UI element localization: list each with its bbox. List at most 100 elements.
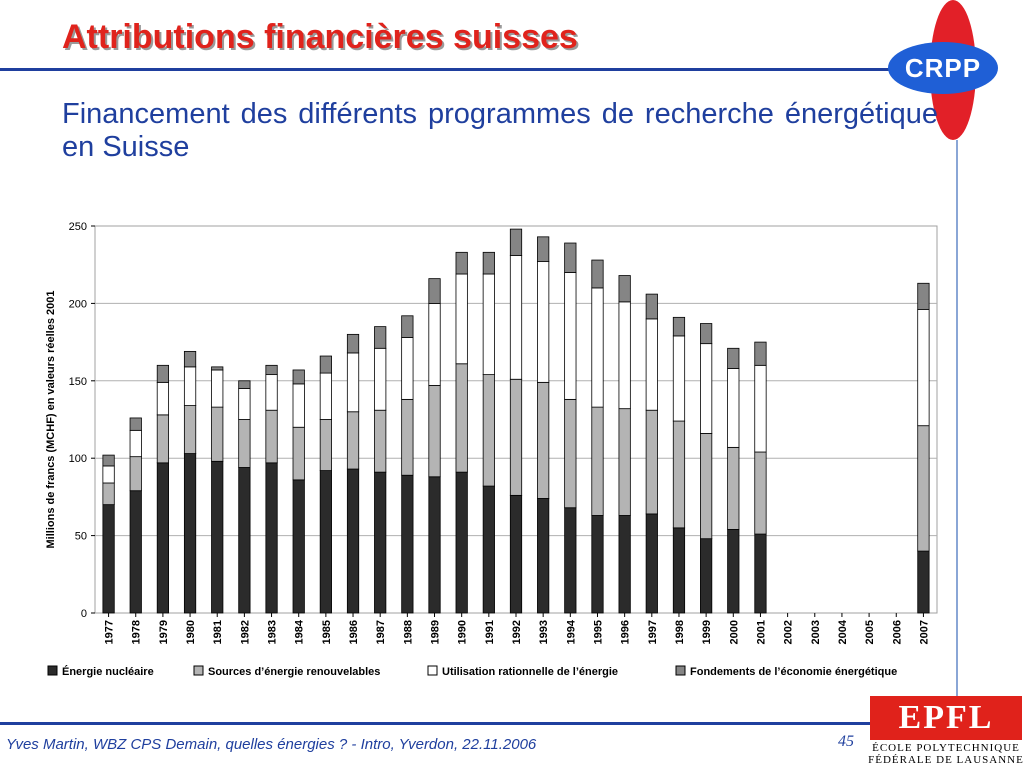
x-tick-label: 2005 — [864, 620, 876, 644]
bar-segment — [537, 381, 550, 499]
bar-segment — [672, 420, 686, 529]
bar-segment — [482, 374, 495, 487]
legend-label: Sources d’énergie renouvelables — [208, 666, 380, 678]
x-tick-label: 1982 — [239, 620, 251, 644]
bar-segment — [183, 366, 197, 406]
bar-segment — [428, 385, 441, 478]
y-tick-label: 150 — [69, 376, 87, 388]
x-tick-label: 1989 — [430, 620, 442, 644]
bar-segment — [401, 474, 414, 614]
bar-segment — [700, 433, 713, 540]
slide-title: Attributions financières suisses — [62, 18, 578, 56]
legend-swatch — [47, 665, 58, 676]
x-tick-label: 1986 — [348, 620, 360, 644]
bar-segment — [645, 293, 658, 320]
bar-segment — [211, 460, 224, 614]
bar-segment — [591, 287, 604, 408]
bar-segment — [346, 333, 360, 354]
x-tick-label: 1977 — [104, 620, 116, 644]
legend-swatch — [193, 665, 204, 676]
legend-label: Énergie nucléaire — [62, 665, 154, 678]
bar-segment — [183, 453, 197, 614]
bar-segment — [700, 538, 713, 614]
bar-segment — [591, 515, 604, 614]
legend-swatch — [675, 665, 686, 676]
bar-segment — [374, 326, 387, 349]
y-tick-label: 200 — [69, 298, 87, 310]
bar-segment — [564, 242, 577, 273]
bar-segment — [618, 515, 631, 614]
x-tick-label: 2003 — [810, 620, 822, 644]
bar-segment — [374, 347, 387, 411]
bar-segment — [645, 513, 658, 614]
bar-segment — [591, 259, 604, 289]
bar-segment — [727, 529, 740, 614]
x-tick-label: 1999 — [701, 620, 713, 644]
bar-segment — [618, 408, 631, 516]
bar-segment — [156, 364, 170, 383]
x-tick-label: 1997 — [647, 620, 659, 644]
epfl-logo-line2: FÉDÉRALE DE LAUSANNE — [868, 754, 1024, 766]
bar-segment — [401, 315, 414, 338]
y-tick-label: 250 — [69, 221, 87, 233]
bar-segment — [319, 355, 332, 374]
x-tick-label: 2007 — [918, 620, 930, 644]
x-tick-label: 1981 — [212, 620, 224, 644]
bar-segment — [401, 398, 414, 476]
bar-segment — [183, 405, 197, 454]
bar-segment — [482, 485, 495, 614]
x-tick-label: 1992 — [511, 620, 523, 644]
crpp-logo: CRPP — [888, 42, 998, 94]
bar-segment — [265, 462, 278, 614]
bar-segment — [455, 251, 468, 275]
epfl-logo: EPFL ÉCOLE POLYTECHNIQUE FÉDÉRALE DE LAU… — [868, 696, 1024, 768]
bar-segment — [238, 388, 251, 420]
x-tick-label: 1988 — [402, 620, 414, 644]
bar-segment — [700, 323, 713, 345]
bar-segment — [238, 467, 251, 614]
bar-segment — [754, 364, 767, 453]
bar-segment — [754, 341, 767, 366]
bar-segment — [482, 273, 495, 376]
bar-segment — [292, 383, 305, 428]
legend-swatch — [427, 665, 438, 676]
bar-segment — [401, 337, 414, 400]
bar-segment — [102, 465, 115, 484]
x-tick-label: 1995 — [592, 620, 604, 644]
x-tick-label: 2000 — [728, 620, 740, 644]
bar-segment — [319, 419, 332, 471]
bar-segment — [129, 417, 142, 431]
bar-segment — [292, 426, 305, 481]
bar-segment — [238, 419, 251, 468]
bar-segment — [319, 470, 332, 614]
bar-segment — [618, 275, 631, 303]
bar-segment — [374, 409, 387, 473]
bar-segment — [537, 498, 550, 614]
x-tick-label: 2002 — [783, 620, 795, 644]
bar-segment — [129, 490, 142, 614]
bar-segment — [156, 381, 170, 416]
footer-rule — [0, 722, 872, 725]
x-tick-label: 1998 — [674, 620, 686, 644]
bar-segment — [156, 462, 170, 614]
bar-segment — [319, 372, 332, 420]
bar-segment — [727, 368, 740, 448]
bar-segment — [700, 343, 713, 434]
bar-segment — [211, 369, 224, 408]
bar-segment — [564, 398, 577, 509]
bar-segment — [672, 335, 686, 422]
crpp-logo-line — [956, 140, 958, 700]
x-tick-label: 1993 — [538, 620, 550, 644]
bar-segment — [482, 251, 495, 275]
x-tick-label: 2004 — [837, 619, 849, 644]
x-tick-label: 1984 — [294, 619, 306, 644]
bar-segment — [346, 468, 360, 614]
bar-segment — [102, 504, 115, 614]
bar-segment — [509, 255, 523, 380]
bar-segment — [292, 479, 305, 614]
bar-segment — [265, 364, 278, 376]
bar-segment — [564, 272, 577, 400]
bar-segment — [917, 550, 930, 614]
bar-segment — [917, 309, 930, 427]
epfl-logo-line1: ÉCOLE POLYTECHNIQUE — [872, 742, 1020, 754]
